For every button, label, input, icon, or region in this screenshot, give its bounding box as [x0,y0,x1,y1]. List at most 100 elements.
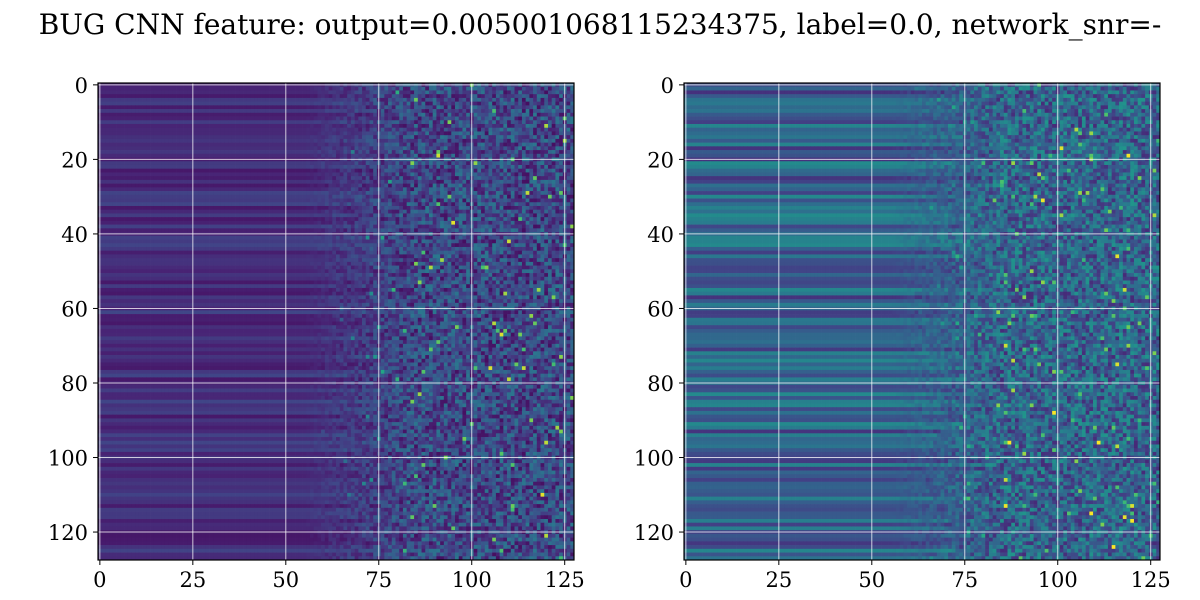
heatmap-cell [112,164,117,170]
heatmap-cell [224,168,229,173]
heatmap-cell [350,176,355,181]
heatmap-cell [347,213,352,218]
heatmap-cell [544,224,549,229]
heatmap-cell [402,123,408,129]
heatmap-cell [146,150,151,155]
heatmap-cell [209,198,214,203]
heatmap-cell [146,86,151,91]
heatmap-cell [328,116,333,121]
heatmap-cell [131,179,136,184]
heatmap-cell [432,205,437,211]
heatmap-cell [481,209,486,214]
heatmap-cell [295,150,300,155]
heatmap-cell [306,194,311,199]
heatmap-cell [402,168,408,173]
heatmap-cell [235,146,240,151]
heatmap-cell [257,138,262,143]
heatmap-cell [425,138,430,143]
heatmap-cell [246,209,251,214]
heatmap-cell [172,120,177,125]
heatmap-cell [228,150,233,155]
heatmap-cell [105,176,110,181]
heatmap-cell [135,209,140,214]
heatmap-cell [101,90,106,95]
heatmap-cell [146,168,151,173]
heatmap-cell [473,194,478,199]
heatmap-cell [462,224,467,229]
heatmap-cell [142,109,147,114]
heatmap-cell [477,209,482,214]
heatmap-cell [406,205,411,211]
heatmap-cell [350,94,355,99]
heatmap-cell [380,191,385,196]
heatmap-cell [179,94,184,99]
heatmap-cell [254,164,259,170]
heatmap-cell [131,123,136,129]
heatmap-cell [525,168,530,173]
heatmap-cell [306,116,311,121]
heatmap-cell [425,123,430,129]
heatmap-cell [362,123,367,129]
heatmap-cell [217,131,222,136]
heatmap-cell [138,220,143,225]
heatmap-cell [406,94,411,99]
heatmap-cell [473,176,478,181]
heatmap-cell [228,213,233,218]
heatmap-cell [324,209,329,214]
heatmap-cell [447,123,452,129]
heatmap-cell [533,168,538,173]
heatmap-cell [521,161,527,166]
heatmap-cell [529,101,534,106]
heatmap-cell [536,120,541,125]
heatmap-cell [120,127,125,132]
heatmap-cell [246,217,251,222]
heatmap-cell [168,105,173,110]
heatmap-cell [135,194,140,199]
heatmap-cell [354,161,359,166]
heatmap-cell [120,138,125,143]
heatmap-cell [179,138,184,143]
heatmap-cell [205,90,210,95]
heatmap-cell [347,217,352,222]
heatmap-cell [153,220,158,225]
heatmap-cell [142,142,147,147]
heatmap-cell [302,176,307,181]
heatmap-cell [302,194,307,199]
heatmap-cell [399,202,404,207]
heatmap-cell [280,220,285,225]
heatmap-cell [533,101,538,106]
heatmap-cell [187,224,192,229]
heatmap-cell [417,183,422,188]
heatmap-cell [339,191,344,196]
heatmap-cell [458,112,463,117]
heatmap-cell [228,224,233,229]
heatmap-cell [150,146,155,151]
heatmap-cell [239,90,244,95]
heatmap-cell [179,168,184,173]
heatmap-cell [280,202,285,207]
heatmap-cell [235,86,240,91]
heatmap-cell [484,202,489,207]
heatmap-cell [309,135,315,140]
heatmap-cell [235,194,240,199]
heatmap-cell [336,198,341,203]
heatmap-cell [105,135,110,140]
heatmap-cell [384,120,389,125]
heatmap-cell [399,90,404,95]
heatmap-cell [417,176,422,181]
heatmap-cell [473,153,478,158]
heatmap-cell [466,90,471,95]
heatmap-cell [276,138,281,143]
heatmap-cell [217,112,222,117]
heatmap-cell [276,116,281,121]
heatmap-cell [254,123,259,129]
heatmap-cell [295,191,300,196]
heatmap-cell [451,94,456,99]
heatmap-cell [209,105,214,110]
heatmap-cell [302,101,307,106]
heatmap-cell [455,191,460,196]
heatmap-cell [202,183,207,188]
heatmap-cell [295,172,300,177]
heatmap-cell [243,213,248,218]
heatmap-cell [239,112,244,117]
